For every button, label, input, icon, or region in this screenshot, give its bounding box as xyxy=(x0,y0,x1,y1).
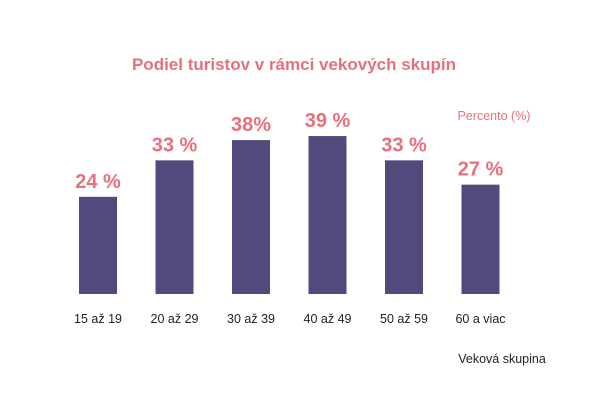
category-label-2: 30 až 39 xyxy=(227,312,275,326)
category-label-3: 40 až 49 xyxy=(304,312,352,326)
category-ticks: 15 až 19 20 až 29 30 až 39 40 až 49 50 až 59… xyxy=(74,312,506,326)
data-label-2: 38% xyxy=(231,114,271,136)
bar-0 xyxy=(79,196,117,294)
data-label-0: 24 % xyxy=(75,171,121,193)
x-axis-label: Veková skupina xyxy=(458,352,546,366)
bar-1 xyxy=(155,160,194,294)
unit-label: Percento (%) xyxy=(458,109,531,123)
category-label-4: 50 až 59 xyxy=(380,312,428,326)
bar-3 xyxy=(308,136,347,294)
bar-4 xyxy=(385,160,423,294)
bar-5 xyxy=(461,184,500,294)
data-label-3: 39 % xyxy=(305,110,351,132)
bar-2 xyxy=(232,140,270,294)
data-label-5: 27 % xyxy=(458,159,504,181)
bars-group xyxy=(79,136,500,294)
category-label-1: 20 až 29 xyxy=(151,312,199,326)
data-label-1: 33 % xyxy=(152,134,198,156)
chart-title: Podiel turistov v rámci vekových skupín xyxy=(132,55,456,74)
data-labels: 24 % 33 % 38% 39 % 33 % 27 % xyxy=(75,110,503,193)
category-label-0: 15 až 19 xyxy=(74,312,122,326)
data-label-4: 33 % xyxy=(381,134,427,156)
category-label-5: 60 a viac xyxy=(455,312,505,326)
